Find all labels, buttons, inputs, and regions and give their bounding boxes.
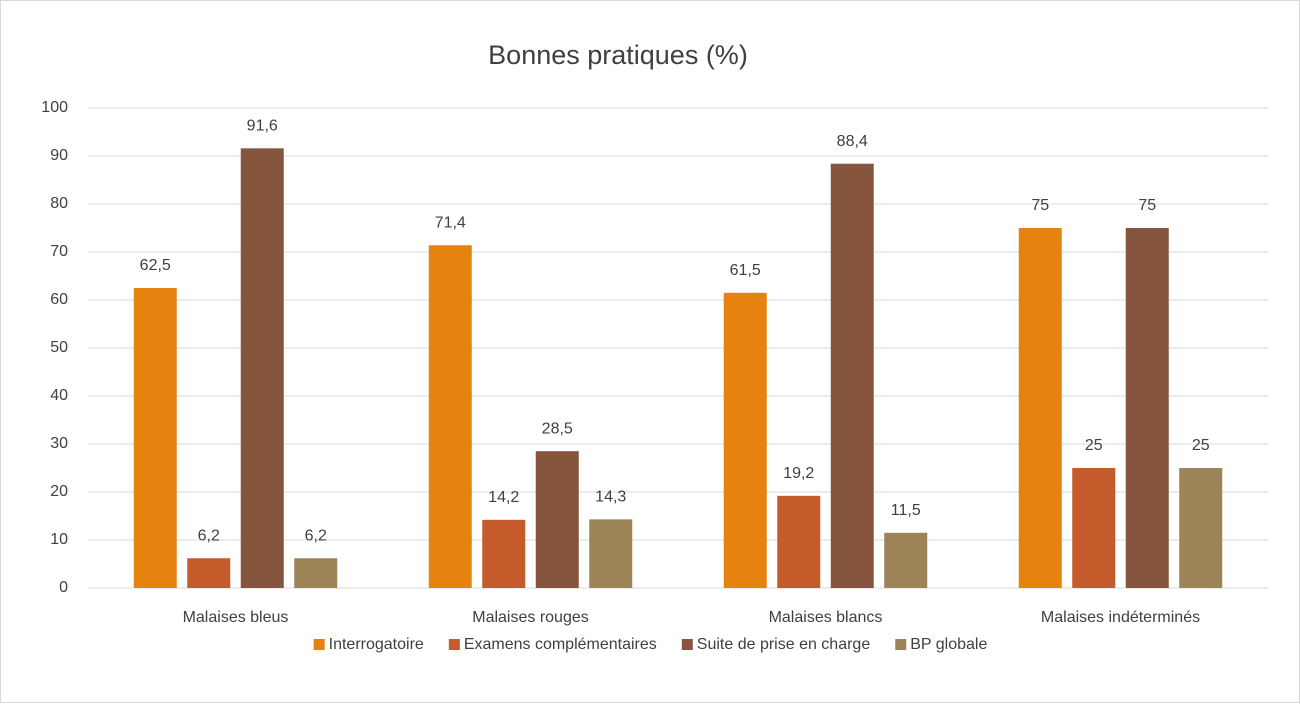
x-tick-label: Malaises rouges (472, 609, 589, 626)
legend-swatch (895, 639, 907, 650)
value-label: 14,2 (488, 489, 519, 506)
bar (428, 245, 472, 588)
bar (1018, 228, 1062, 588)
x-tick-label: Malaises indéterminés (1041, 609, 1200, 626)
legend-swatch (681, 639, 693, 650)
y-tick-label: 90 (50, 147, 68, 164)
value-label: 25 (1085, 437, 1103, 454)
bar (830, 163, 874, 588)
bar (133, 288, 177, 588)
legend-label: Examens complémentaires (464, 636, 657, 653)
y-tick-label: 100 (41, 99, 68, 116)
x-tick-label: Malaises bleus (183, 609, 289, 626)
y-tick-label: 20 (50, 483, 68, 500)
bar (535, 451, 579, 588)
chart-title: Bonnes pratiques (%) (488, 40, 748, 70)
bar (1072, 468, 1116, 588)
bar (1179, 468, 1223, 588)
y-tick-label: 70 (50, 243, 68, 260)
value-label: 6,2 (305, 527, 327, 544)
value-label: 61,5 (730, 262, 761, 279)
legend-label: Interrogatoire (329, 636, 424, 653)
bar (589, 519, 633, 588)
y-tick-label: 30 (50, 435, 68, 452)
y-tick-label: 10 (50, 531, 68, 548)
bar (1125, 228, 1169, 588)
bar (240, 148, 284, 588)
value-label: 62,5 (140, 257, 171, 274)
bar (723, 292, 767, 588)
y-tick-label: 0 (59, 579, 68, 596)
value-label: 28,5 (542, 420, 573, 437)
value-label: 91,6 (247, 118, 278, 135)
legend-swatch (448, 639, 460, 650)
bar (294, 558, 338, 588)
bar (482, 519, 526, 588)
value-label: 19,2 (783, 465, 814, 482)
value-label: 14,3 (595, 489, 626, 506)
value-label: 6,2 (198, 527, 220, 544)
value-label: 25 (1192, 437, 1210, 454)
value-label: 75 (1031, 197, 1049, 214)
y-tick-label: 40 (50, 387, 68, 404)
value-label: 88,4 (837, 133, 868, 150)
bar (777, 495, 821, 588)
bar (884, 532, 928, 588)
value-label: 75 (1138, 197, 1156, 214)
legend-label: BP globale (910, 636, 987, 653)
bar (187, 558, 231, 588)
value-label: 71,4 (435, 214, 466, 231)
y-tick-label: 80 (50, 195, 68, 212)
y-tick-label: 50 (50, 339, 68, 356)
legend-label: Suite de prise en charge (697, 636, 871, 653)
y-tick-label: 60 (50, 291, 68, 308)
value-label: 11,5 (891, 502, 921, 519)
x-tick-label: Malaises blancs (769, 609, 883, 626)
legend-swatch (313, 639, 325, 650)
